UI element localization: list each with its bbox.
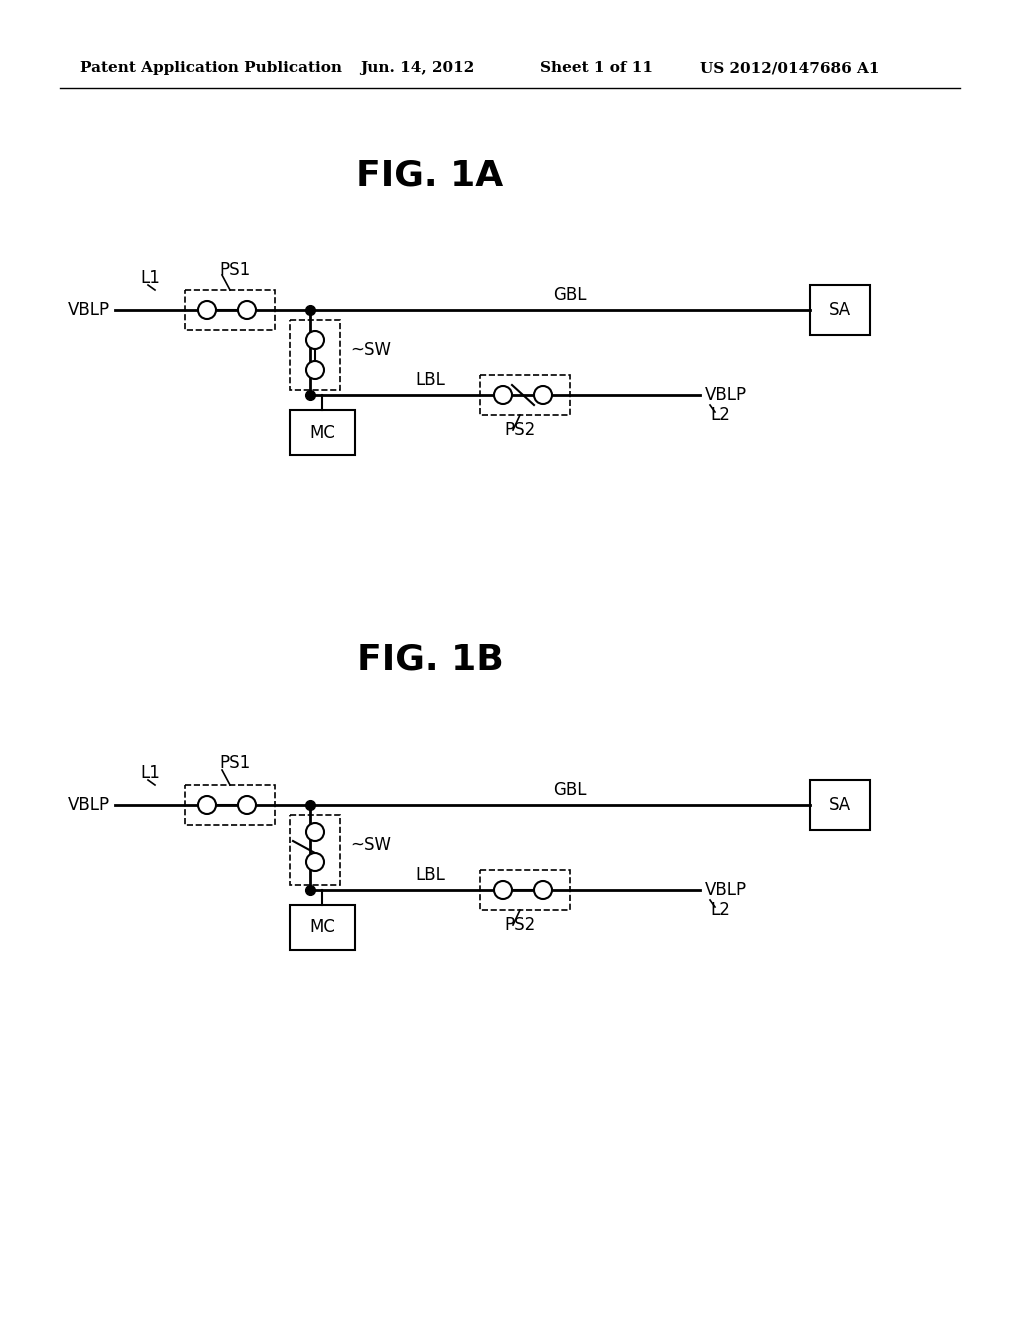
Bar [290, 319, 340, 389]
Bar [480, 870, 570, 909]
Bar [290, 814, 340, 884]
Text: VBLP: VBLP [68, 796, 110, 814]
Text: PS2: PS2 [505, 421, 536, 440]
Ellipse shape [534, 385, 552, 404]
Ellipse shape [306, 853, 324, 871]
Ellipse shape [534, 880, 552, 899]
Bar [480, 375, 570, 414]
Ellipse shape [306, 822, 324, 841]
Text: Sheet 1 of 11: Sheet 1 of 11 [540, 61, 653, 75]
Bar [290, 411, 355, 455]
Ellipse shape [306, 331, 324, 348]
Ellipse shape [494, 385, 512, 404]
Text: LBL: LBL [415, 866, 445, 884]
Text: ~SW: ~SW [350, 836, 391, 854]
Text: US 2012/0147686 A1: US 2012/0147686 A1 [700, 61, 880, 75]
Text: FIG. 1B: FIG. 1B [356, 643, 504, 677]
Text: L1: L1 [140, 764, 160, 781]
Text: PS1: PS1 [219, 261, 251, 279]
Text: VBLP: VBLP [68, 301, 110, 319]
Text: PS1: PS1 [219, 754, 251, 772]
Text: FIG. 1A: FIG. 1A [356, 158, 504, 191]
Text: VBLP: VBLP [705, 880, 748, 899]
Text: Jun. 14, 2012: Jun. 14, 2012 [360, 61, 474, 75]
Text: MC: MC [309, 919, 336, 936]
Text: LBL: LBL [415, 371, 445, 389]
Bar [810, 285, 870, 335]
Text: L2: L2 [710, 407, 730, 424]
Text: PS2: PS2 [505, 916, 536, 935]
Text: GBL: GBL [553, 781, 587, 799]
Ellipse shape [494, 880, 512, 899]
Text: ~SW: ~SW [350, 341, 391, 359]
Bar [185, 785, 275, 825]
Text: Patent Application Publication: Patent Application Publication [80, 61, 342, 75]
Ellipse shape [306, 360, 324, 379]
Text: VBLP: VBLP [705, 385, 748, 404]
Ellipse shape [198, 796, 216, 814]
Bar [290, 906, 355, 950]
Text: SA: SA [829, 796, 851, 814]
Text: SA: SA [829, 301, 851, 319]
Bar [810, 780, 870, 830]
Text: MC: MC [309, 424, 336, 441]
Ellipse shape [238, 301, 256, 319]
Text: L1: L1 [140, 269, 160, 286]
Ellipse shape [238, 796, 256, 814]
Ellipse shape [198, 301, 216, 319]
Text: GBL: GBL [553, 286, 587, 304]
Bar [185, 290, 275, 330]
Text: L2: L2 [710, 902, 730, 919]
